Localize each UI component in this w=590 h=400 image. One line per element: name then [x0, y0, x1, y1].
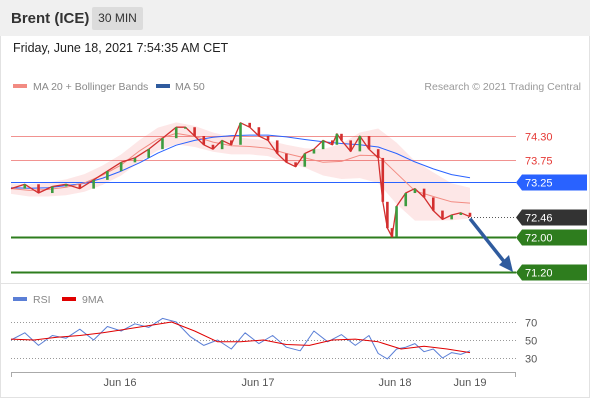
time-axis-labels: Jun 16 Jun 17 Jun 18 Jun 19: [103, 377, 486, 389]
time-axis-label: Jun 19: [453, 377, 486, 389]
last-price-label: 72.46: [525, 213, 553, 225]
candle: [119, 162, 123, 172]
support-tag: [516, 264, 587, 281]
candle: [37, 184, 40, 194]
candle: [321, 140, 325, 150]
rsi-line: [10, 317, 471, 360]
rsi-legend-swatch: [13, 297, 27, 301]
candle: [395, 206, 398, 237]
rsi-tick-label: 50: [525, 336, 537, 348]
candle: [413, 188, 417, 194]
candle: [303, 153, 307, 167]
candle: [450, 214, 453, 220]
ma20-line: [10, 132, 471, 204]
candle: [335, 133, 339, 145]
candle: [459, 212, 463, 215]
timestamp: Friday, June 18, 2021 7:54:35 AM CET: [13, 41, 229, 55]
candle: [257, 127, 261, 136]
time-axis-label: Jun 17: [241, 377, 274, 389]
pivot-tag: [516, 174, 587, 191]
candle: [64, 184, 68, 187]
candle: [51, 186, 54, 194]
target-arrow-head: [499, 255, 513, 272]
resistance-label: 74.30: [525, 132, 553, 144]
candle: [349, 140, 352, 152]
candle: [92, 179, 95, 189]
candle: [390, 228, 394, 237]
support-tag: [516, 229, 587, 246]
candle: [184, 127, 187, 129]
rsi-tick-label: 70: [525, 318, 537, 330]
price-line: [10, 122, 471, 238]
credit-label: Research © 2021 Trading Central: [424, 81, 581, 93]
rsi-tick-label: 30: [525, 354, 537, 366]
bollinger-band-area: [11, 122, 470, 221]
candle: [331, 140, 334, 145]
candle: [174, 127, 178, 139]
rsi-ma-legend-label: 9MA: [82, 294, 104, 306]
instrument-title: Brent (ICE): [11, 10, 90, 27]
ma50-legend-label: MA 50: [175, 81, 205, 93]
candle: [211, 144, 215, 150]
candle: [468, 212, 472, 217]
support-label: 71.20: [525, 268, 553, 280]
candle: [275, 140, 279, 154]
target-arrow-shaft: [468, 217, 508, 266]
price-levels: 74.30 73.75 73.25 72.46 72.00 71.20: [11, 132, 587, 281]
ma20-legend-swatch: [13, 84, 27, 88]
ma20-legend-label: MA 20 + Bollinger Bands: [33, 81, 148, 93]
candle: [431, 197, 435, 211]
candle: [248, 122, 251, 128]
candle: [386, 201, 389, 229]
candle: [193, 127, 196, 136]
support-label: 72.00: [525, 233, 553, 245]
rsi-legend-label: RSI: [33, 294, 51, 306]
candle: [239, 122, 242, 145]
timeframe-button[interactable]: 30 MIN: [92, 7, 143, 30]
rsi-ma-legend-swatch: [62, 297, 76, 301]
bollinger-band: [11, 122, 470, 221]
rsi-chart: 70 50 30: [10, 317, 537, 366]
candle: [23, 184, 27, 189]
candle: [161, 138, 164, 150]
chart-header: Brent (ICE) 30 MIN: [0, 0, 590, 36]
candle: [202, 136, 206, 145]
candle: [230, 140, 233, 145]
candle: [133, 157, 137, 163]
candle: [381, 157, 385, 202]
candle: [404, 193, 408, 207]
ma50-line: [10, 134, 471, 189]
ma50-legend-swatch: [156, 84, 170, 88]
resistance-label: 73.75: [525, 156, 553, 168]
candle: [422, 188, 426, 198]
candle: [358, 136, 362, 152]
rsi-ma-line: [10, 321, 471, 354]
candle: [367, 136, 371, 150]
candle: [294, 162, 297, 167]
last-price-tag: [516, 209, 587, 226]
pivot-label: 73.25: [525, 178, 553, 190]
candle: [340, 133, 343, 141]
candle: [106, 171, 109, 180]
candle: [312, 149, 316, 154]
price-series: [10, 122, 472, 238]
time-axis-label: Jun 18: [378, 377, 411, 389]
candle: [285, 153, 288, 163]
candle: [147, 149, 150, 158]
target-arrow: [468, 217, 513, 272]
candle: [441, 210, 444, 220]
candle: [376, 149, 380, 158]
candle: [78, 184, 82, 189]
time-axis-label: Jun 16: [103, 377, 136, 389]
candle: [266, 136, 270, 141]
candle: [220, 140, 224, 150]
